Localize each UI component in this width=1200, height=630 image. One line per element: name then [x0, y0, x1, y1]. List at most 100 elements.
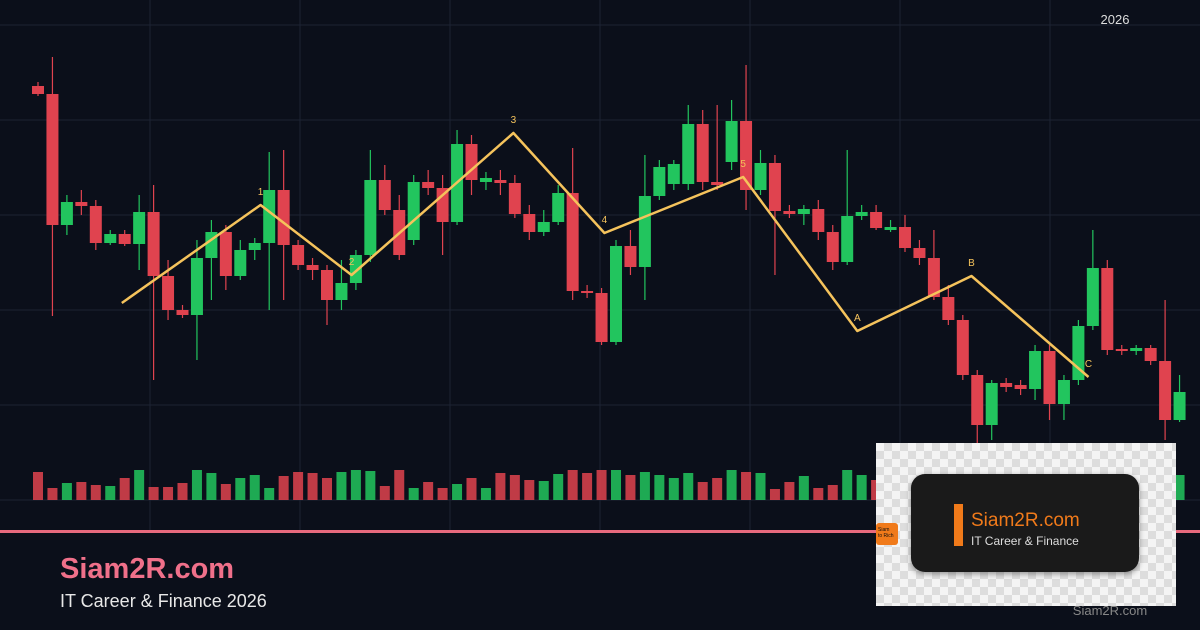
candle-body	[75, 202, 88, 206]
volume-bar	[307, 473, 318, 500]
candle-body	[1101, 268, 1114, 350]
volume-bar	[119, 478, 130, 500]
marks: 1 2 3 4 5 A B C	[32, 57, 1186, 500]
candle-body	[581, 291, 594, 293]
candle-body	[826, 232, 839, 262]
volume-bar	[466, 478, 477, 500]
candle-body	[133, 212, 146, 244]
volume-bar	[813, 488, 824, 500]
candle-body	[1130, 348, 1143, 351]
candle-body	[797, 209, 810, 214]
brand-subtitle: IT Career & Finance 2026	[60, 591, 267, 611]
candle-body	[812, 209, 825, 232]
logo-bar	[954, 504, 963, 546]
candle-body	[422, 182, 435, 188]
candle-body	[754, 163, 767, 190]
candle-body	[162, 276, 175, 310]
volume-bar	[322, 478, 332, 500]
volume-bar	[293, 472, 304, 500]
candle-body	[1159, 361, 1172, 420]
candle-body	[870, 212, 883, 228]
candle-body	[667, 164, 680, 184]
candle-body	[523, 214, 536, 232]
candle-body	[696, 124, 709, 182]
volume-bar	[726, 470, 737, 500]
wave-label: 1	[258, 187, 264, 198]
volume-bar	[437, 488, 448, 500]
candle-body	[292, 245, 305, 265]
candle-body	[104, 234, 117, 243]
volume-bar	[423, 482, 434, 500]
candle-body	[1144, 348, 1157, 361]
volume-bar	[639, 472, 650, 500]
candle-body	[942, 297, 955, 320]
wave-label: 3	[511, 115, 517, 126]
candle-body	[566, 193, 579, 291]
volume-bar	[582, 473, 593, 500]
candle-body	[595, 293, 608, 342]
year-label: 2026	[1101, 12, 1130, 27]
volume-bar	[134, 470, 145, 500]
volume-bar	[408, 488, 419, 500]
candle-body	[610, 246, 622, 342]
volume-bar	[856, 475, 867, 500]
volume-bar	[524, 480, 535, 500]
volume-bar	[336, 472, 347, 500]
candle-body	[263, 190, 276, 243]
volume-bar	[538, 481, 549, 500]
wave-label: B	[968, 258, 975, 269]
volume-bar	[755, 473, 766, 500]
candle-body	[89, 206, 102, 243]
wave-label: 5	[740, 159, 746, 170]
volume-bar	[567, 470, 578, 500]
icon-line: to Rich	[878, 533, 894, 539]
candle-body	[118, 234, 131, 244]
volume-bar	[47, 488, 58, 500]
volume-bar	[33, 472, 43, 500]
candle-body	[682, 124, 695, 184]
candle-body	[913, 248, 926, 258]
volume-bar	[90, 485, 101, 500]
candle-body	[190, 258, 203, 315]
logo-overlay: Siam2R.com IT Career & Finance Siam to R…	[876, 443, 1176, 606]
candle-body	[1000, 383, 1013, 387]
volume-bar	[842, 470, 853, 500]
volume-bar	[394, 470, 405, 500]
volume-bar	[249, 475, 260, 500]
volume-bar	[495, 473, 506, 500]
candle-body	[248, 243, 261, 250]
volume-bar	[278, 476, 289, 500]
candle-body	[537, 222, 550, 232]
candle-body	[638, 196, 651, 267]
wave-label: 2	[349, 257, 355, 268]
wave-label: C	[1085, 359, 1092, 370]
candle-body	[1043, 351, 1056, 404]
volume-bar	[769, 489, 780, 500]
volume-bar	[509, 475, 520, 500]
volume-bar	[798, 476, 809, 500]
volume-bar	[697, 482, 708, 500]
wave-line	[121, 131, 1090, 378]
candle-body	[147, 212, 160, 276]
volume-bar	[379, 486, 390, 500]
candle-body	[306, 265, 319, 270]
icon-line: Siam	[878, 527, 890, 533]
candle-body	[60, 202, 73, 225]
volume-bar	[668, 478, 679, 500]
candle-body	[841, 216, 854, 262]
watermark: Siam2R.com	[1073, 603, 1147, 618]
candle-body	[32, 86, 44, 94]
logo-card: Siam2R.com IT Career & Finance	[911, 474, 1139, 572]
volume-bar	[784, 482, 795, 500]
volume-bar	[235, 478, 246, 500]
divider	[0, 530, 1200, 533]
candle-body	[364, 180, 377, 255]
candle-body	[725, 121, 738, 162]
candle-body	[349, 255, 362, 283]
volume-bar	[206, 473, 217, 500]
volume-bar	[553, 474, 564, 500]
volume-bar	[1174, 475, 1185, 500]
candle-body	[1014, 385, 1027, 389]
